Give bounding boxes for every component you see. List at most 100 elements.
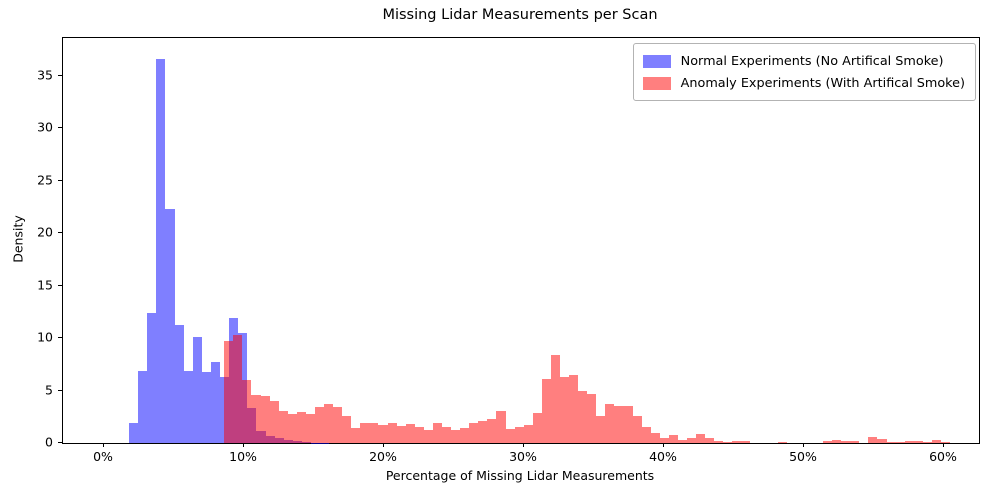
x-tick-label: 30%: [509, 449, 537, 464]
histogram-bar: [388, 422, 397, 443]
histogram-bar: [175, 325, 184, 443]
x-tick-mark: [663, 443, 664, 447]
histogram-bar: [905, 440, 914, 443]
histogram-bar: [596, 416, 605, 443]
histogram-bar: [678, 439, 687, 443]
histogram-bar: [451, 430, 460, 443]
x-axis-title: Percentage of Missing Lidar Measurements: [385, 468, 655, 483]
y-tick-label: 15: [37, 277, 53, 293]
histogram-bar: [723, 442, 732, 443]
x-tick-label: 60%: [929, 449, 957, 464]
histogram-bar: [524, 425, 533, 443]
histogram-bar: [261, 395, 270, 443]
histogram-bar: [351, 427, 360, 443]
histogram-bar: [841, 440, 850, 443]
histogram-bar: [823, 441, 832, 443]
histogram-bar: [242, 380, 251, 443]
y-tick-label: 0: [45, 434, 53, 450]
histogram-bar: [506, 429, 515, 443]
histogram-bar: [669, 435, 678, 443]
series-layer-1: [63, 38, 979, 443]
histogram-bar: [460, 428, 469, 443]
x-tick-mark: [803, 443, 804, 447]
histogram-bar: [605, 404, 614, 443]
y-tick-mark: [58, 390, 62, 391]
histogram-bar: [378, 425, 388, 443]
histogram-bar: [560, 376, 569, 443]
histogram-bar: [193, 337, 202, 443]
histogram-bar: [569, 375, 578, 443]
x-tick-mark: [243, 443, 244, 447]
histogram-bar: [165, 209, 175, 443]
plot-area: [62, 37, 980, 444]
histogram-bar: [741, 441, 750, 443]
histogram-bar: [211, 362, 220, 443]
histogram-bar: [433, 422, 442, 443]
y-tick-mark: [58, 232, 62, 233]
y-tick-label: 5: [45, 382, 53, 398]
histogram-bar: [224, 340, 233, 443]
histogram-bar: [714, 441, 723, 443]
histogram-bar: [642, 427, 651, 443]
legend-swatch-icon: [642, 54, 671, 68]
histogram-bar: [896, 441, 905, 443]
y-tick-mark: [58, 180, 62, 181]
histogram-bar: [868, 437, 877, 443]
histogram-bar: [487, 419, 496, 443]
y-tick-label: 20: [37, 224, 53, 240]
x-tick-mark: [383, 443, 384, 447]
x-tick-label: 0%: [93, 449, 113, 464]
legend: Normal Experiments (No Artifical Smoke) A…: [632, 43, 976, 101]
histogram-bar: [306, 413, 315, 443]
histogram-bar: [442, 427, 451, 443]
y-tick-mark: [58, 75, 62, 76]
histogram-bar: [288, 413, 297, 443]
histogram-bar: [542, 379, 551, 443]
histogram-bar: [324, 404, 333, 443]
x-tick-label: 40%: [649, 449, 677, 464]
histogram-bar: [778, 442, 787, 443]
histogram-bar: [941, 442, 950, 443]
y-tick-mark: [58, 127, 62, 128]
histogram-bar: [147, 313, 156, 443]
legend-label: Normal Experiments (No Artifical Smoke): [680, 53, 944, 69]
histogram-bar: [705, 438, 714, 443]
histogram-bar: [732, 441, 741, 443]
histogram-bar: [129, 423, 138, 443]
histogram-bar: [233, 335, 242, 443]
histogram-bar: [333, 407, 342, 443]
x-tick-mark: [523, 443, 524, 447]
histogram-bar: [469, 422, 478, 443]
histogram-bar: [251, 394, 261, 443]
y-axis-title: Density: [10, 215, 26, 263]
y-tick-label: 25: [37, 172, 53, 188]
x-tick-label: 20%: [369, 449, 397, 464]
y-tick-mark: [58, 285, 62, 286]
histogram-bar: [184, 370, 193, 443]
y-tick-label: 30: [37, 119, 53, 135]
histogram-bar: [496, 410, 506, 443]
y-tick-label: 10: [37, 329, 53, 345]
histogram-bar: [696, 433, 705, 443]
histogram-bar: [914, 440, 923, 443]
histogram-bar: [202, 371, 211, 443]
y-tick-mark: [58, 442, 62, 443]
x-tick-mark: [103, 443, 104, 447]
histogram-bar: [478, 421, 487, 443]
histogram-bar: [424, 430, 433, 443]
histogram-bar: [369, 422, 378, 443]
histogram-bar: [633, 415, 642, 443]
x-tick-label: 50%: [789, 449, 817, 464]
histogram-bar: [533, 412, 542, 443]
histogram-bar: [623, 406, 633, 443]
histogram-bar: [297, 411, 306, 443]
histogram-bar: [614, 406, 623, 443]
histogram-bar: [397, 426, 406, 443]
histogram-bar: [315, 407, 324, 443]
histogram-bar: [415, 426, 424, 443]
legend-item-1: Anomaly Experiments (With Artifical Smok…: [642, 72, 965, 94]
histogram-bar: [887, 441, 896, 443]
histogram-bar: [515, 427, 524, 443]
histogram-bar: [932, 439, 941, 443]
